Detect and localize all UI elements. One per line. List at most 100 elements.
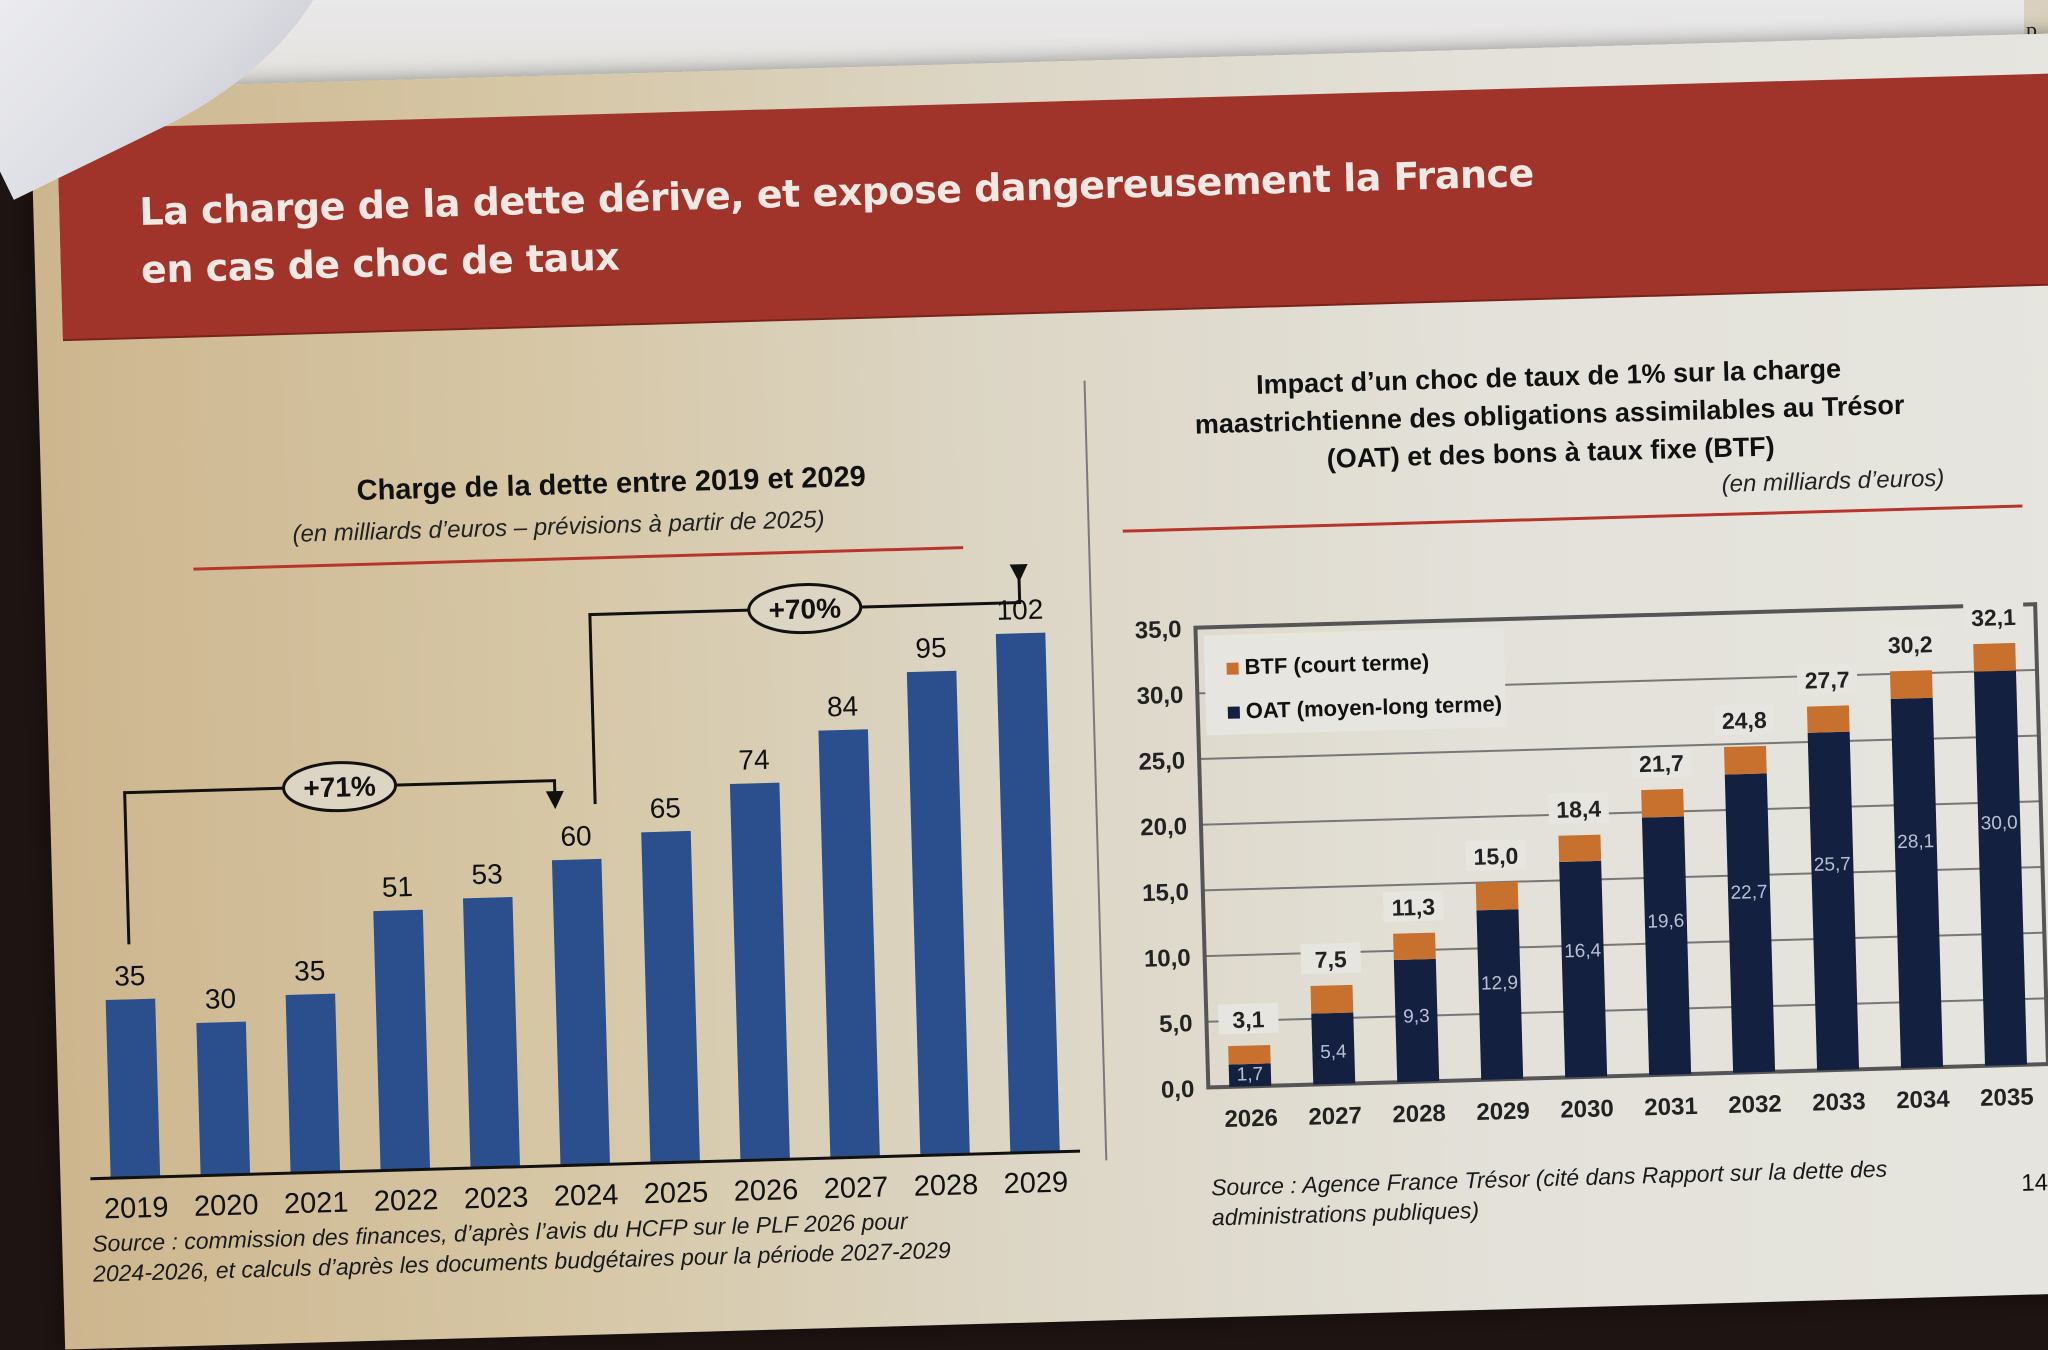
annotation-label: +71% — [303, 771, 376, 804]
bar-btf-2034 — [1889, 670, 1933, 699]
total-value-label-2030: 18,4 — [1556, 796, 1602, 823]
bar-2029 — [995, 632, 1060, 1154]
legend-swatch-oat — [1227, 706, 1241, 719]
bar-2028 — [906, 670, 970, 1156]
legend-box — [1203, 627, 1507, 736]
debt-charge-chart-panel: Charge de la dette entre 2019 et 2029 (e… — [38, 331, 1103, 1287]
y-tick-label: 5,0 — [1159, 1010, 1193, 1038]
data-label-2028: 95 — [915, 632, 947, 664]
bar-oat-2030 — [1559, 860, 1608, 1078]
chart-title: Charge de la dette entre 2019 et 2029 — [356, 460, 867, 508]
bar-2022 — [373, 909, 431, 1171]
legend-label-btf: BTF (court terme) — [1244, 649, 1429, 679]
data-label-2023: 53 — [471, 858, 503, 890]
bar-oat-2026 — [1228, 1063, 1272, 1087]
x-tick-2032: 2032 — [1728, 1090, 1782, 1118]
total-value-label-2034: 30,2 — [1887, 631, 1932, 658]
total-label-backdrop — [1382, 890, 1444, 923]
bar-oat-2033 — [1807, 731, 1860, 1071]
rate-shock-stacked-bar-chart: 0,0 5,0 10,0 15,0 20,0 25,0 30,0 35,0 1,7 3,1 2026… — [1134, 600, 2048, 1133]
data-label-2027: 84 — [827, 690, 859, 722]
data-label-2019: 35 — [114, 960, 146, 992]
oat-value-label-2034: 28,1 — [1897, 831, 1935, 853]
chart-title: Impact d’un choc de taux de 1% sur la ch… — [1118, 346, 1981, 484]
bar-oat-2031 — [1641, 816, 1692, 1076]
x-tick-2031: 2031 — [1644, 1093, 1698, 1121]
bar-oat-2029 — [1476, 909, 1524, 1080]
x-tick-2035: 2035 — [1980, 1083, 2034, 1111]
bar-2020 — [196, 1021, 251, 1176]
bar-oat-2028 — [1393, 958, 1440, 1083]
total-value-label-2035: 32,1 — [1971, 604, 2017, 631]
x-tick-2020: 2020 — [194, 1189, 259, 1223]
y-tick-label: 30,0 — [1136, 682, 1183, 710]
total-label-backdrop — [1963, 600, 2024, 633]
bar-2019 — [105, 998, 161, 1179]
annotation-label: +70% — [768, 593, 841, 626]
x-tick-2033: 2033 — [1812, 1088, 1866, 1116]
bar-btf-2029 — [1475, 881, 1519, 911]
debt-charge-bar-chart: 35 2019 30 2020 35 2021 51 2022 53 2023 60 2024 65 20… — [90, 564, 1081, 1226]
bar-2026 — [729, 782, 790, 1161]
oat-value-label-2026: 1,7 — [1236, 1064, 1263, 1086]
chart-subtitle: (en milliards d’euros – prévisions à par… — [292, 505, 825, 548]
x-tick-2024: 2024 — [553, 1179, 618, 1213]
rate-shock-chart-panel: Impact d’un choc de taux de 1% sur la ch… — [1096, 264, 2048, 1230]
chart-subtitle: (en milliards d’euros) — [1721, 464, 1945, 498]
bar-btf-2026 — [1228, 1045, 1271, 1065]
y-tick-label: 15,0 — [1142, 879, 1189, 907]
total-label-backdrop — [1879, 627, 1941, 660]
oat-value-label-2029: 12,9 — [1481, 973, 1519, 995]
x-tick-2028: 2028 — [1392, 1100, 1446, 1128]
bar-btf-2030 — [1558, 834, 1602, 863]
bar-btf-2031 — [1641, 788, 1684, 818]
oat-value-label-2035: 30,0 — [1980, 813, 2018, 835]
growth-annotation-1: +71% — [123, 761, 564, 945]
arrow-down-icon — [545, 790, 564, 810]
x-tick-2019: 2019 — [104, 1192, 169, 1226]
x-axis-line — [90, 1149, 1081, 1181]
plot-frame — [1193, 602, 2048, 1090]
bar-2023 — [462, 897, 521, 1169]
bar-btf-2035 — [1973, 642, 2016, 672]
oat-value-label-2032: 22,7 — [1730, 882, 1768, 904]
title-underline — [1122, 504, 2023, 533]
data-label-2024: 60 — [560, 820, 592, 852]
oat-value-label-2033: 25,7 — [1814, 854, 1852, 876]
data-label-2026: 74 — [738, 744, 770, 776]
y-tick-label: 25,0 — [1138, 747, 1185, 775]
oat-value-label-2031: 19,6 — [1647, 911, 1685, 933]
bar-2025 — [641, 830, 700, 1164]
total-label-backdrop — [1631, 746, 1692, 779]
data-label-2022: 51 — [381, 871, 413, 903]
legend-swatch-btf — [1226, 662, 1239, 675]
bar-btf-2032 — [1724, 745, 1767, 775]
x-tick-2025: 2025 — [643, 1176, 708, 1210]
bar-2027 — [818, 729, 880, 1159]
y-tick-label: 35,0 — [1134, 616, 1181, 644]
document-page: La charge de la dette dérive, et expose … — [30, 32, 2048, 1350]
x-tick-2030: 2030 — [1560, 1095, 1614, 1123]
total-value-label-2028: 11,3 — [1391, 894, 1435, 921]
total-label-backdrop — [1548, 792, 1610, 825]
x-tick-2026: 2026 — [733, 1174, 798, 1208]
bar-oat-2032 — [1724, 773, 1776, 1073]
oat-value-label-2028: 9,3 — [1403, 1006, 1430, 1028]
total-label-backdrop — [1300, 942, 1362, 975]
y-tick-label: 10,0 — [1144, 945, 1191, 973]
x-tick-2022: 2022 — [373, 1184, 438, 1218]
bar-2021 — [285, 993, 341, 1174]
total-value-label-2026: 3,1 — [1232, 1006, 1265, 1033]
bar-oat-2035 — [1973, 670, 2027, 1066]
bar-btf-2027 — [1310, 984, 1354, 1014]
growth-annotation-2: +70% — [588, 564, 1028, 805]
bar-btf-2028 — [1393, 932, 1436, 961]
oat-value-label-2030: 16,4 — [1564, 940, 1602, 962]
data-label-2025: 65 — [649, 792, 681, 824]
total-value-label-2029: 15,0 — [1473, 843, 1518, 870]
annotation-oval — [282, 761, 398, 813]
y-tick-label: 0,0 — [1161, 1076, 1195, 1104]
x-tick-2021: 2021 — [284, 1187, 349, 1221]
x-tick-2023: 2023 — [463, 1182, 528, 1216]
bar-2024 — [551, 858, 610, 1166]
